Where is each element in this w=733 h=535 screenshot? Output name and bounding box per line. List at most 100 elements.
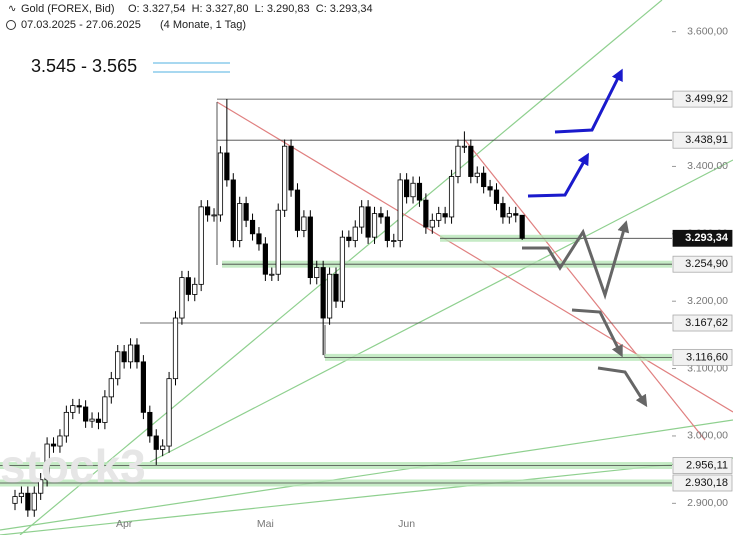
candle-body bbox=[224, 152, 230, 181]
candle-body bbox=[416, 182, 423, 201]
level-label-box bbox=[672, 348, 733, 366]
candle-body bbox=[410, 182, 416, 198]
candle-body bbox=[102, 396, 108, 423]
candle-body bbox=[12, 496, 18, 504]
candle-body bbox=[217, 152, 224, 216]
trend-line bbox=[216, 101, 733, 413]
candle-body bbox=[493, 189, 500, 204]
candle-body bbox=[500, 203, 506, 218]
candle-body bbox=[198, 206, 204, 285]
level-label: 3.438,91 bbox=[685, 134, 728, 146]
candle-body bbox=[513, 213, 519, 216]
candle-body bbox=[127, 344, 134, 363]
candle-body bbox=[487, 186, 493, 191]
level-label-box bbox=[672, 474, 733, 492]
candle-body bbox=[140, 361, 146, 413]
candle-body bbox=[333, 273, 339, 302]
candle-body bbox=[237, 203, 243, 241]
candle-body bbox=[25, 492, 31, 511]
candle-body bbox=[404, 179, 410, 198]
candle-body bbox=[108, 378, 114, 398]
candle-body bbox=[121, 351, 127, 363]
candle-body bbox=[506, 213, 512, 218]
candle-body bbox=[301, 216, 307, 231]
level-label: 3.116,60 bbox=[686, 351, 728, 363]
candle-body bbox=[57, 435, 63, 447]
candle-body bbox=[468, 145, 474, 177]
trend-line bbox=[149, 159, 733, 463]
candle-body bbox=[275, 209, 281, 275]
candle-body bbox=[320, 267, 326, 319]
candle-body bbox=[352, 226, 358, 241]
candle-body bbox=[423, 199, 429, 228]
candle-body bbox=[307, 216, 313, 279]
trend-line bbox=[0, 419, 733, 531]
arrows bbox=[153, 62, 648, 408]
candle-body bbox=[378, 213, 384, 218]
arrow bbox=[527, 152, 589, 198]
candle-body bbox=[166, 378, 172, 447]
candle-body bbox=[147, 411, 153, 437]
candle-body bbox=[70, 405, 76, 413]
arrow bbox=[554, 68, 623, 134]
level-label: 3.167,62 bbox=[685, 317, 728, 329]
candle-body bbox=[115, 351, 121, 380]
candle-body bbox=[448, 176, 455, 218]
trend-line bbox=[464, 139, 706, 441]
period: (4 Monate, 1 Tag) bbox=[160, 19, 246, 31]
candle-body bbox=[256, 233, 262, 245]
level-label: 3.499,92 bbox=[685, 93, 728, 105]
level-label-box bbox=[672, 255, 733, 273]
candle-body bbox=[44, 443, 50, 481]
candle-body bbox=[326, 273, 333, 319]
candle-body bbox=[50, 443, 57, 447]
candle-body bbox=[160, 445, 166, 450]
candle-body bbox=[63, 411, 69, 437]
candle-body bbox=[429, 219, 435, 228]
candle-body bbox=[185, 277, 191, 295]
candle-body bbox=[172, 317, 179, 380]
candle-body bbox=[262, 243, 268, 275]
candle-body bbox=[519, 214, 525, 239]
candle-body bbox=[38, 479, 44, 494]
candle-body bbox=[76, 405, 82, 408]
candle-body bbox=[230, 179, 236, 241]
level-label-box bbox=[672, 229, 733, 247]
level-label: 3.254,90 bbox=[685, 258, 728, 270]
arrow bbox=[522, 220, 630, 300]
candle-body bbox=[339, 236, 346, 302]
candle-body bbox=[243, 203, 249, 221]
x-tick-label: Apr bbox=[116, 518, 133, 530]
date-range: 07.03.2025 - 27.06.2025 bbox=[21, 19, 141, 31]
candle-body bbox=[371, 213, 378, 238]
candle-body bbox=[211, 214, 217, 217]
candle-body bbox=[365, 206, 371, 238]
level-label: 3.293,34 bbox=[685, 232, 729, 244]
candle-body bbox=[153, 435, 159, 450]
candle-body bbox=[95, 418, 102, 423]
candle-body bbox=[192, 283, 198, 295]
level-label: 2.956,11 bbox=[686, 459, 728, 471]
y-tick-label: 3.400,00 bbox=[687, 160, 728, 172]
candle-body bbox=[474, 172, 480, 177]
y-tick-label: 3.200,00 bbox=[687, 295, 728, 307]
candles bbox=[12, 99, 525, 517]
candle-body bbox=[89, 418, 95, 422]
watermark: stock3 bbox=[0, 440, 146, 492]
title: Gold (FOREX, Bid) bbox=[21, 3, 115, 15]
candle-body bbox=[269, 273, 275, 276]
candle-body bbox=[455, 145, 461, 177]
candle-body bbox=[442, 213, 448, 218]
level-label-box bbox=[672, 314, 733, 332]
candle-body bbox=[294, 189, 301, 231]
y-tick-label: 3.600,00 bbox=[687, 25, 728, 37]
y-tick-label: 3.000,00 bbox=[687, 430, 728, 442]
candle-body bbox=[391, 240, 397, 242]
candle-body bbox=[481, 172, 487, 188]
candle-body bbox=[282, 145, 288, 211]
arrow bbox=[571, 308, 623, 358]
candle-body bbox=[249, 219, 256, 235]
candle-body bbox=[359, 206, 365, 228]
